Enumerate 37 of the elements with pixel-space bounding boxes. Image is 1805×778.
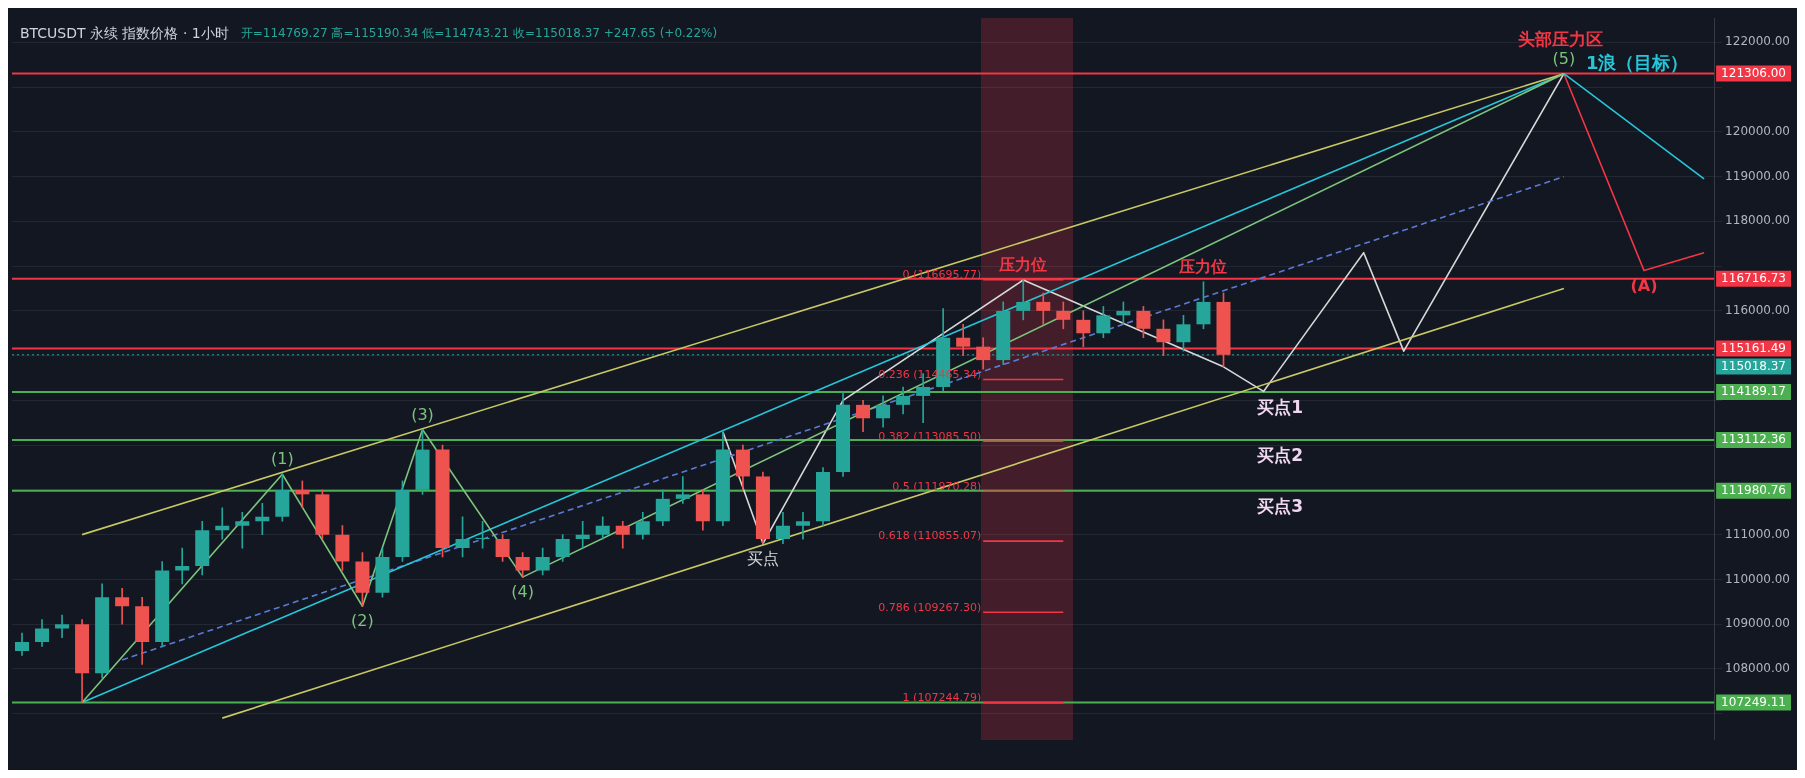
data-label: 0.786 (109267.30) <box>878 600 982 614</box>
ref-line-label: 116716.73 <box>1721 270 1787 285</box>
annotation: 压力位 <box>998 254 1048 274</box>
annotation: (1) <box>271 449 294 469</box>
y-tick-label: 111000.00 <box>1725 526 1791 541</box>
annotation: 买点2 <box>1257 445 1303 466</box>
data-label: 1 (107244.79) <box>902 691 982 705</box>
ref-line-label: 111980.76 <box>1721 482 1787 497</box>
ref-line-label: 115018.37 <box>1721 358 1787 373</box>
ref-line-label: 114189.17 <box>1721 384 1787 399</box>
annotation: 买点 <box>746 548 779 568</box>
ref-line-label: 115161.49 <box>1721 340 1787 355</box>
annotation: (2) <box>351 611 374 631</box>
data-label: 0 (116695.77) <box>902 268 982 282</box>
ref-line-label: 121306.00 <box>1721 65 1787 80</box>
annotation: (3) <box>411 404 434 424</box>
annotation: (A) <box>1630 275 1658 295</box>
annotation: (5) <box>1552 48 1576 68</box>
annotation: 压力位 <box>1178 256 1228 276</box>
y-tick-label: 120000.00 <box>1725 123 1791 138</box>
ref-line-label: 113112.36 <box>1721 432 1787 447</box>
y-tick-label: 108000.00 <box>1725 661 1791 676</box>
y-tick-label: 110000.00 <box>1725 571 1791 586</box>
text: 开=114769.27 高=115190.34 低=114743.21 收=115018.37 +247.65 (+0.22%) <box>240 26 718 41</box>
text: BTCUSDT 永续 指数价格 · 1小时 <box>20 24 229 41</box>
y-tick-label: 119000.00 <box>1725 168 1791 183</box>
annotation: 买点3 <box>1257 495 1303 516</box>
annotation: (4) <box>511 582 534 602</box>
y-tick-label: 118000.00 <box>1725 213 1791 228</box>
annotation: 买点1 <box>1257 396 1303 417</box>
y-tick-label: 109000.00 <box>1725 616 1791 631</box>
ref-line-label: 107249.11 <box>1721 694 1787 709</box>
data-label: 0.618 (110855.07) <box>878 529 982 543</box>
y-tick-label: 122000.00 <box>1725 34 1791 49</box>
y-tick-label: 116000.00 <box>1725 303 1791 317</box>
annotation: 1浪（目标） <box>1585 51 1689 73</box>
annotation: 头部压力区 <box>1518 29 1604 50</box>
